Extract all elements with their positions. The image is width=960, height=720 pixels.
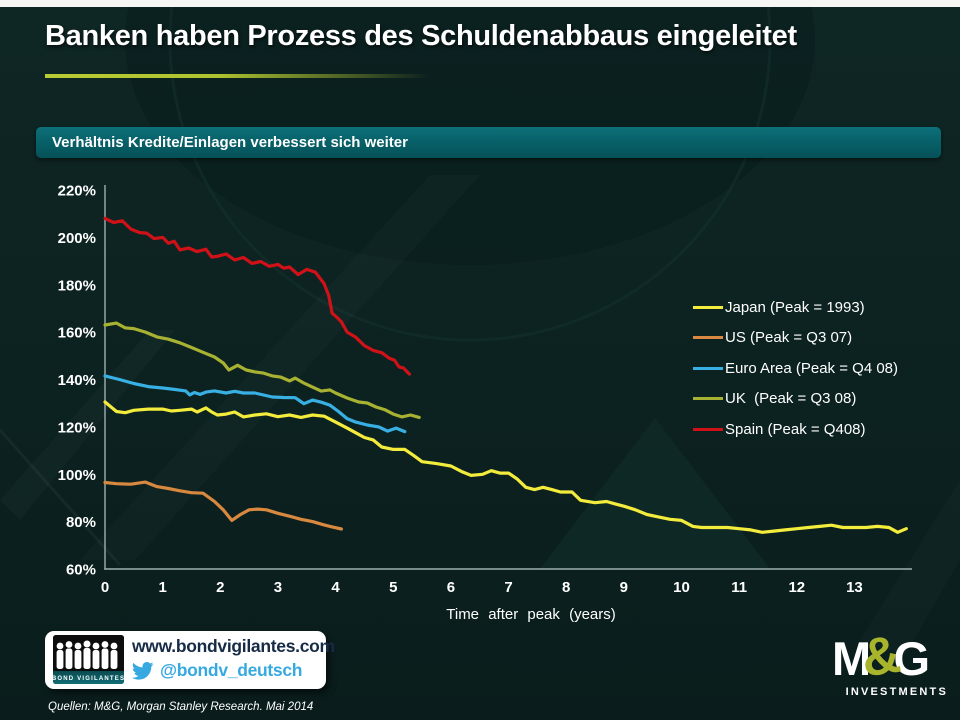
mg-logo-subtitle: INVESTMENTS <box>845 686 948 698</box>
y-tick-label: 80% <box>66 514 96 531</box>
legend-item: Spain (Peak = Q408) <box>693 414 898 445</box>
legend-line-swatch <box>693 366 723 370</box>
twitter-link[interactable]: @bondv_deutsch <box>132 660 335 681</box>
x-tick-label: 9 <box>620 579 628 596</box>
x-tick-label: 5 <box>389 579 397 596</box>
title-underline <box>45 74 430 78</box>
legend-label: Spain (Peak = Q408) <box>725 420 866 438</box>
top-accent-strip <box>0 0 960 7</box>
page-title: Banken haben Prozess des Schuldenabbaus … <box>45 20 797 52</box>
series-line <box>103 374 407 434</box>
y-tick-label: 180% <box>58 277 96 294</box>
x-axis-title: Time after peak (years) <box>446 606 616 623</box>
twitter-bird-icon <box>132 661 154 680</box>
legend-item: UK (Peak = Q3 08) <box>693 384 898 415</box>
chart-legend: Japan (Peak = 1993) US (Peak = Q3 07) Euro… <box>693 292 898 445</box>
y-tick-label: 120% <box>58 419 96 436</box>
legend-item: Euro Area (Peak = Q4 08) <box>693 353 898 384</box>
chart-header-bar: Verhältnis Kredite/Einlagen verbessert s… <box>36 127 941 158</box>
website-link[interactable]: www.bondvigilantes.com <box>132 636 335 656</box>
x-tick-label: 1 <box>158 579 166 596</box>
bondvigilantes-card: BOND VIGILANTES www.bondvigilantes.com @… <box>45 631 335 689</box>
legend-line-swatch <box>693 397 723 401</box>
source-note: Quellen: M&G, Morgan Stanley Research. M… <box>48 701 314 713</box>
x-tick-label: 2 <box>216 579 224 596</box>
series-line <box>103 480 343 531</box>
legend-label: Euro Area (Peak = Q4 08) <box>725 359 899 377</box>
people-silhouettes-icon <box>56 640 118 669</box>
series-line <box>103 400 908 534</box>
x-tick-label: 8 <box>562 579 570 596</box>
x-tick-label: 0 <box>101 579 109 596</box>
twitter-handle: @bondv_deutsch <box>160 660 303 680</box>
legend-label: UK (Peak = Q3 08) <box>725 390 857 408</box>
x-tick-label: 13 <box>846 579 863 596</box>
y-tick-label: 60% <box>66 562 96 579</box>
legend-label: Japan (Peak = 1993) <box>725 298 865 316</box>
y-tick-label: 140% <box>58 372 96 389</box>
chart-title: Verhältnis Kredite/Einlagen verbessert s… <box>52 134 408 151</box>
legend-item: US (Peak = Q3 07) <box>693 323 898 354</box>
x-tick-label: 11 <box>731 579 747 596</box>
y-tick-label: 100% <box>58 467 96 484</box>
legend-line-swatch <box>693 336 723 340</box>
mg-logo-g: G <box>893 632 930 685</box>
mg-logo-ampersand: & <box>858 624 905 689</box>
y-tick-label: 220% <box>58 183 96 200</box>
x-tick-label: 6 <box>447 579 455 596</box>
legend-label: US (Peak = Q3 07) <box>725 329 853 347</box>
legend-line-swatch <box>693 305 723 309</box>
y-tick-label: 160% <box>58 325 96 342</box>
x-tick-label: 7 <box>504 579 512 596</box>
x-tick-label: 10 <box>673 579 690 596</box>
series-line <box>103 321 421 419</box>
legend-item: Japan (Peak = 1993) <box>693 292 898 323</box>
mg-investments-logo: M & G INVESTMENTS <box>812 625 948 698</box>
y-tick-label: 200% <box>58 230 96 247</box>
bond-vigilantes-logo: BOND VIGILANTES <box>53 635 124 684</box>
x-tick-label: 12 <box>788 579 805 596</box>
x-tick-label: 3 <box>274 579 282 596</box>
bond-vigilantes-caption: BOND VIGILANTES <box>53 676 124 682</box>
legend-line-swatch <box>693 427 723 431</box>
series-line <box>103 216 411 376</box>
x-tick-label: 4 <box>331 579 340 596</box>
mg-logo-m: M <box>832 632 871 685</box>
